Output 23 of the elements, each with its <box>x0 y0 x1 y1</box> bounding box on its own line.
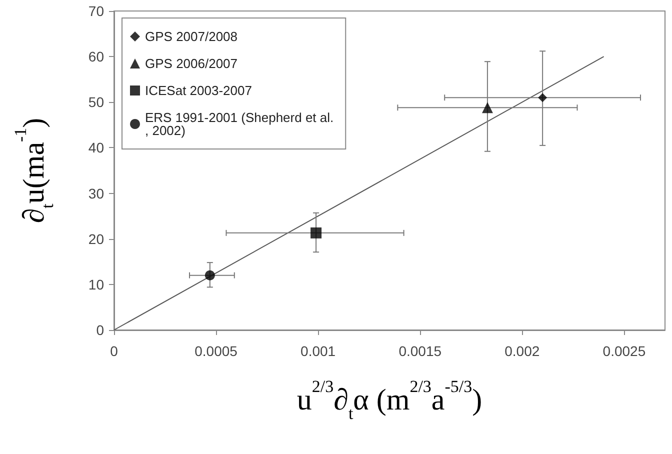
y-tick-label: 50 <box>88 94 104 110</box>
x-tick-label: 0.0025 <box>602 343 646 359</box>
y-axis-title: ∂tu(ma-1) <box>11 118 57 224</box>
point <box>310 227 322 238</box>
point <box>482 102 493 114</box>
y-tick-label: 0 <box>96 322 104 338</box>
point <box>538 93 548 102</box>
x-tick-label: 0.0015 <box>398 343 442 359</box>
y-tick-label: 30 <box>88 185 104 202</box>
y-tick-label: 60 <box>88 48 104 65</box>
y-tick-label: 20 <box>88 230 104 247</box>
legend-label: ERS 1991-2001 (Shepherd et al., 2002) <box>145 110 334 138</box>
y-tick-label: 10 <box>88 276 104 292</box>
y-tick-label: 40 <box>88 140 104 156</box>
legend-label: ICESat 2003-2007 <box>145 83 252 98</box>
y-tick-label: 70 <box>88 3 104 19</box>
x-tick-label: 0 <box>110 343 118 359</box>
x-tick-label: 0.0005 <box>194 343 238 359</box>
legend-label: GPS 2006/2007 <box>145 56 238 71</box>
legend-label: GPS 2007/2008 <box>145 29 238 44</box>
x-tick-label: 0.001 <box>300 343 336 359</box>
point <box>204 270 215 280</box>
x-tick-label: 0.002 <box>504 343 540 359</box>
